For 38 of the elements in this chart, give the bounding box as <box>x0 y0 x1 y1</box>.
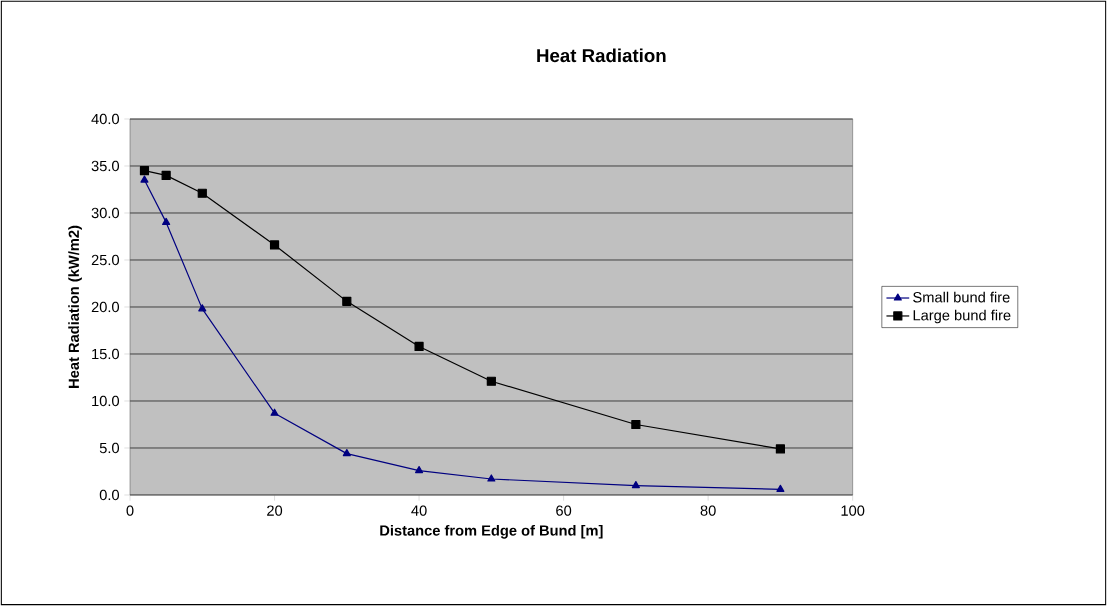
x-tick-label: 20 <box>267 505 283 516</box>
y-tick-label: 30.0 <box>91 207 120 219</box>
y-tick-label: 15.0 <box>92 348 120 360</box>
point <box>270 408 279 416</box>
point <box>486 376 496 386</box>
y-tick-label: 40.0 <box>91 113 120 125</box>
point <box>631 480 640 489</box>
point <box>140 175 149 183</box>
x-tick-label: 100 <box>841 505 865 516</box>
point <box>776 484 785 492</box>
point <box>139 166 150 176</box>
point <box>342 296 352 306</box>
chart-title: Heat Radiation <box>537 48 666 63</box>
point <box>631 419 641 430</box>
legend-label: Small bund fire <box>913 291 1010 303</box>
x-axis-title: Distance from Edge of Bund [m] <box>380 524 603 539</box>
point <box>198 304 207 312</box>
point <box>414 341 424 352</box>
point <box>162 217 171 225</box>
point <box>161 170 171 180</box>
point <box>269 240 280 250</box>
y-tick-label: 0.0 <box>99 489 120 501</box>
y-tick-label: 20.0 <box>91 301 120 313</box>
legend-label: Large bund fire <box>913 309 1011 324</box>
point <box>342 449 351 457</box>
y-tick-label: 10.0 <box>92 395 120 407</box>
x-tick-label: 80 <box>700 505 716 516</box>
x-tick-label: 40 <box>411 505 427 516</box>
x-tick-label: 0 <box>126 505 134 516</box>
point <box>487 474 496 482</box>
x-tick-label: 60 <box>556 505 572 516</box>
y-tick-label: 5.0 <box>99 442 120 454</box>
y-tick-label: 35.0 <box>91 160 120 172</box>
y-tick-label: 25.0 <box>91 254 120 266</box>
point <box>775 444 785 454</box>
point <box>415 465 424 474</box>
y-axis-title: Heat Radiation (kW/m2) <box>68 225 82 388</box>
point <box>197 188 207 198</box>
